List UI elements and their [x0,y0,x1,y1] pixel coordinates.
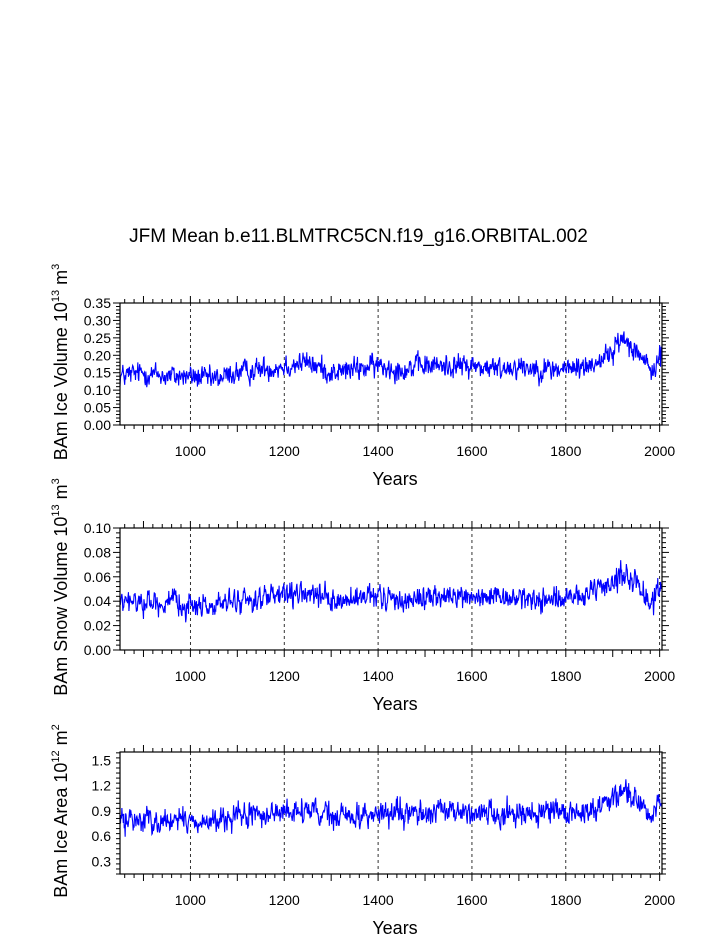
series-line [119,331,663,388]
y-tick-label: 0.02 [84,618,111,634]
y-tick-label: 0.25 [84,330,111,346]
x-tick-label: 1800 [550,668,581,684]
x-tick-label: 1800 [550,892,581,908]
x-axis-title: Years [372,694,417,714]
snow-volume-chart: 1000 1200 1400 1600 1800 2000 0.00 0.02 0.04 0.06… [50,478,675,714]
y-tick-label: 0.10 [84,382,111,398]
page-title: JFM Mean b.e11.BLMTRC5CN.f19_g16.ORBITAL… [0,226,723,248]
x-tick-label: 1600 [456,443,487,459]
series-line [119,779,663,837]
y-tick-label: 0.15 [84,365,111,381]
x-tick-label: 1400 [363,892,394,908]
x-tick-label: 1600 [456,892,487,908]
x-tick-label: 1400 [363,668,394,684]
y-tick-label: 1.2 [92,778,112,794]
y-tick-label: 1.5 [92,752,112,768]
x-tick-label: 1200 [269,443,300,459]
x-axis-title: Years [372,469,417,489]
y-axis-title: BAm Ice Volume 1013 m3 [50,264,71,460]
x-tick-label: 1200 [269,892,300,908]
ice-volume-chart: 1000 1200 1400 1600 1800 2000 0.000.05 0.100.15… [50,264,675,489]
y-axis-title: BAm Snow Volume 1013 m3 [50,478,71,695]
x-tick-label: 1400 [363,443,394,459]
y-tick-label: 0.3 [92,853,112,869]
y-tick-label: 0.00 [84,642,111,658]
x-tick-label: 1800 [550,443,581,459]
y-tick-label: 0.10 [84,520,111,536]
y-tick-label: 0.08 [84,544,111,560]
x-axis-title: Years [372,918,417,935]
y-tick-label: 0.20 [84,347,111,363]
plot-frame [119,302,663,426]
y-tick-label: 0.9 [92,803,112,819]
y-tick-label: 0.06 [84,569,111,585]
y-tick-label: 0.6 [92,828,112,844]
y-axis-title: BAm Ice Area 1012 m2 [50,724,71,897]
series-line [119,560,663,623]
x-tick-label: 2000 [644,443,675,459]
x-tick-label: 1200 [269,668,300,684]
y-tick-label: 0.04 [84,593,111,609]
y-tick-label: 0.00 [84,417,111,433]
x-tick-label: 2000 [644,668,675,684]
y-tick-label: 0.30 [84,312,111,328]
x-tick-label: 1000 [175,668,206,684]
y-tick-label: 0.05 [84,400,111,416]
plot-frame [119,527,663,651]
x-tick-label: 1000 [175,892,206,908]
ice-area-chart: 1000 1200 1400 1600 1800 2000 0.3 0.6 0.9 1.2 1.5 Y… [50,724,675,935]
x-tick-label: 1000 [175,443,206,459]
x-tick-label: 1600 [456,668,487,684]
y-tick-label: 0.35 [84,295,111,311]
x-tick-label: 2000 [644,892,675,908]
chart-title: JFM Mean b.e11.BLMTRC5CN.f19_g16.ORBITAL… [129,226,588,247]
